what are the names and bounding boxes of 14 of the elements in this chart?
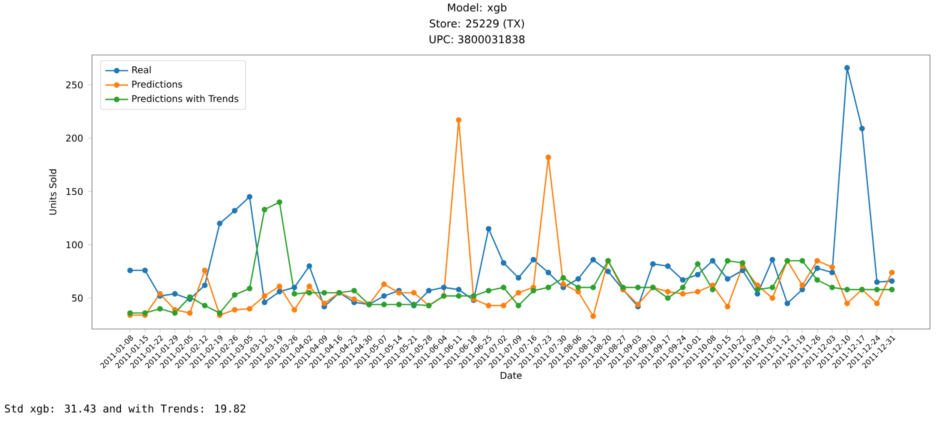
y-tick-label: 50	[72, 294, 83, 302]
chart-title: Model: xgb	[448, 3, 506, 14]
y-tick-label: 200	[66, 134, 83, 142]
chart-subtitle: Store: 25229 (TX)	[430, 19, 524, 29]
legend-label: Real	[132, 66, 151, 74]
y-tick-label: 100	[66, 241, 83, 248]
text: Std xgb: 31.43 and with Trends: 19.82	[5, 404, 246, 415]
y-tick-label: 250	[66, 81, 83, 88]
x-axis-title: Date	[500, 372, 522, 379]
legend-label: Predictions with Trends	[132, 94, 238, 102]
y-axis-title: Units Sold	[49, 169, 56, 215]
y-tick-label: 150	[66, 188, 83, 195]
text: UPC: 3800031838	[430, 35, 525, 44]
legend-label: Predictions	[132, 80, 182, 88]
